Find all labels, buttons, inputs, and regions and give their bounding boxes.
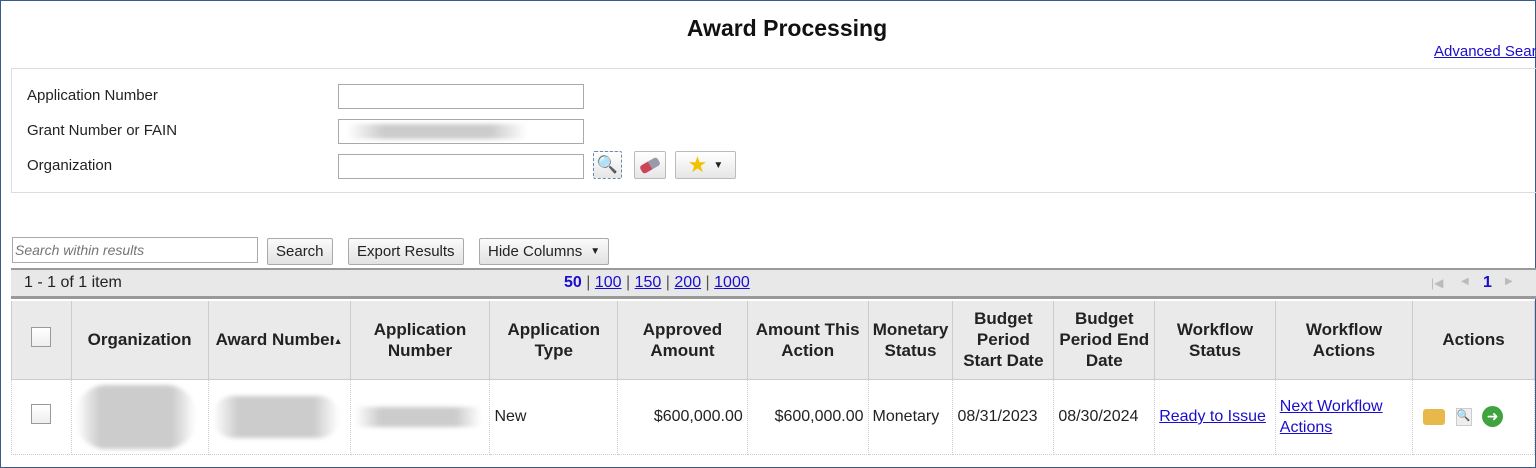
clear-button[interactable] [634, 151, 666, 179]
workflow-status-link[interactable]: Ready to Issue [1159, 408, 1266, 425]
column-application-number[interactable]: Application Number [349, 301, 491, 380]
column-award-number[interactable]: Award Number▲ [207, 301, 351, 380]
go-arrow-icon[interactable]: ➜ [1482, 406, 1504, 427]
folder-edit-icon[interactable] [1423, 408, 1446, 425]
next-workflow-actions-link[interactable]: Next Workflow Actions [1279, 397, 1383, 436]
award-number-cell[interactable] [207, 378, 351, 455]
grant-number-label: Grant Number or FAIN [27, 122, 178, 139]
column-budget-end[interactable]: Budget Period End Date [1053, 301, 1156, 380]
column-approved-amount[interactable]: Approved Amount [617, 301, 748, 380]
column-actions: Actions [1412, 301, 1535, 380]
organization-label: Organization [27, 157, 113, 174]
page-size-100[interactable]: 100 [594, 274, 622, 291]
organization-input[interactable] [338, 154, 584, 179]
column-budget-start[interactable]: Budget Period Start Date [952, 301, 1055, 380]
redacted-value [347, 124, 527, 139]
sort-asc-icon: ▲ [333, 335, 343, 346]
redacted-award-number [212, 395, 339, 438]
budget-end-cell: 08/30/2024 [1053, 378, 1156, 455]
next-page-icon[interactable]: ▶ [1505, 276, 1513, 287]
application-number-input[interactable] [338, 84, 584, 109]
caret-down-icon: ▼ [713, 159, 724, 171]
application-type-cell: New [489, 378, 619, 455]
column-workflow-actions[interactable]: Workflow Actions [1274, 301, 1414, 380]
column-organization[interactable]: Organization [70, 301, 209, 380]
prev-page-icon[interactable]: ◀ [1461, 276, 1469, 287]
budget-start-cell: 08/31/2023 [952, 378, 1055, 455]
page-title: Award Processing [686, 15, 888, 41]
table-header-row: Organization Award Number▲ Application N… [11, 301, 1535, 380]
grant-number-input[interactable] [338, 119, 584, 144]
workflow-actions-cell: Next Workflow Actions [1274, 378, 1414, 455]
column-application-type[interactable]: Application Type [489, 301, 619, 380]
magnifier-icon: 🔍 [596, 155, 619, 174]
monetary-status-cell: Monetary [867, 378, 954, 455]
column-workflow-status[interactable]: Workflow Status [1154, 301, 1276, 380]
advanced-search-link[interactable]: Advanced Search [1434, 43, 1536, 60]
hide-columns-button[interactable]: Hide Columns ▼ [479, 238, 610, 265]
page-size-selector: 50 | 100 | 150 | 200 | 1000 [564, 274, 750, 291]
approved-amount-cell: $600,000.00 [617, 378, 748, 455]
award-number-header: Award Number [215, 329, 334, 349]
row-actions-cell: 🔍 ➜ [1412, 378, 1535, 455]
page-size-200[interactable]: 200 [674, 274, 702, 291]
row-checkbox[interactable] [31, 404, 52, 424]
result-count: 1 - 1 of 1 item [24, 274, 122, 291]
page-size-1000[interactable]: 1000 [714, 274, 750, 291]
preview-icon[interactable]: 🔍 [1455, 407, 1472, 426]
first-page-icon[interactable]: |◀ [1431, 276, 1444, 290]
workflow-status-cell: Ready to Issue [1154, 378, 1276, 455]
redacted-organization [75, 384, 196, 449]
hide-columns-label: Hide Columns [488, 243, 583, 260]
page-size-50[interactable]: 50 [564, 274, 582, 291]
results-table: Organization Award Number▲ Application N… [11, 301, 1535, 455]
search-form [11, 68, 1536, 193]
star-icon: ★ [687, 152, 708, 177]
row-select-cell [11, 378, 72, 455]
amount-this-action-cell: $600,000.00 [746, 378, 869, 455]
lookup-button[interactable]: 🔍 [593, 151, 622, 179]
organization-cell[interactable] [70, 378, 209, 455]
select-all-cell [11, 301, 72, 380]
search-button[interactable]: Search [267, 238, 333, 265]
select-all-checkbox[interactable] [31, 327, 52, 348]
caret-down-icon: ▼ [590, 246, 601, 257]
column-amount-this-action[interactable]: Amount This Action [746, 301, 869, 380]
eraser-icon [639, 156, 661, 174]
export-results-button[interactable]: Export Results [348, 238, 464, 265]
table-row: New $600,000.00 $600,000.00 Monetary 08/… [11, 378, 1535, 455]
favorites-dropdown[interactable]: ★ ▼ [675, 151, 736, 179]
pager-bar: 1 - 1 of 1 item 50 | 100 | 150 | 200 | 1… [11, 268, 1536, 299]
application-number-label: Application Number [27, 87, 158, 104]
application-number-cell[interactable] [349, 378, 491, 455]
current-page[interactable]: 1 [1483, 274, 1492, 291]
page-size-150[interactable]: 150 [634, 274, 662, 291]
search-within-results-input[interactable] [12, 237, 258, 263]
redacted-application-number [354, 406, 481, 427]
column-monetary-status[interactable]: Monetary Status [867, 301, 954, 380]
